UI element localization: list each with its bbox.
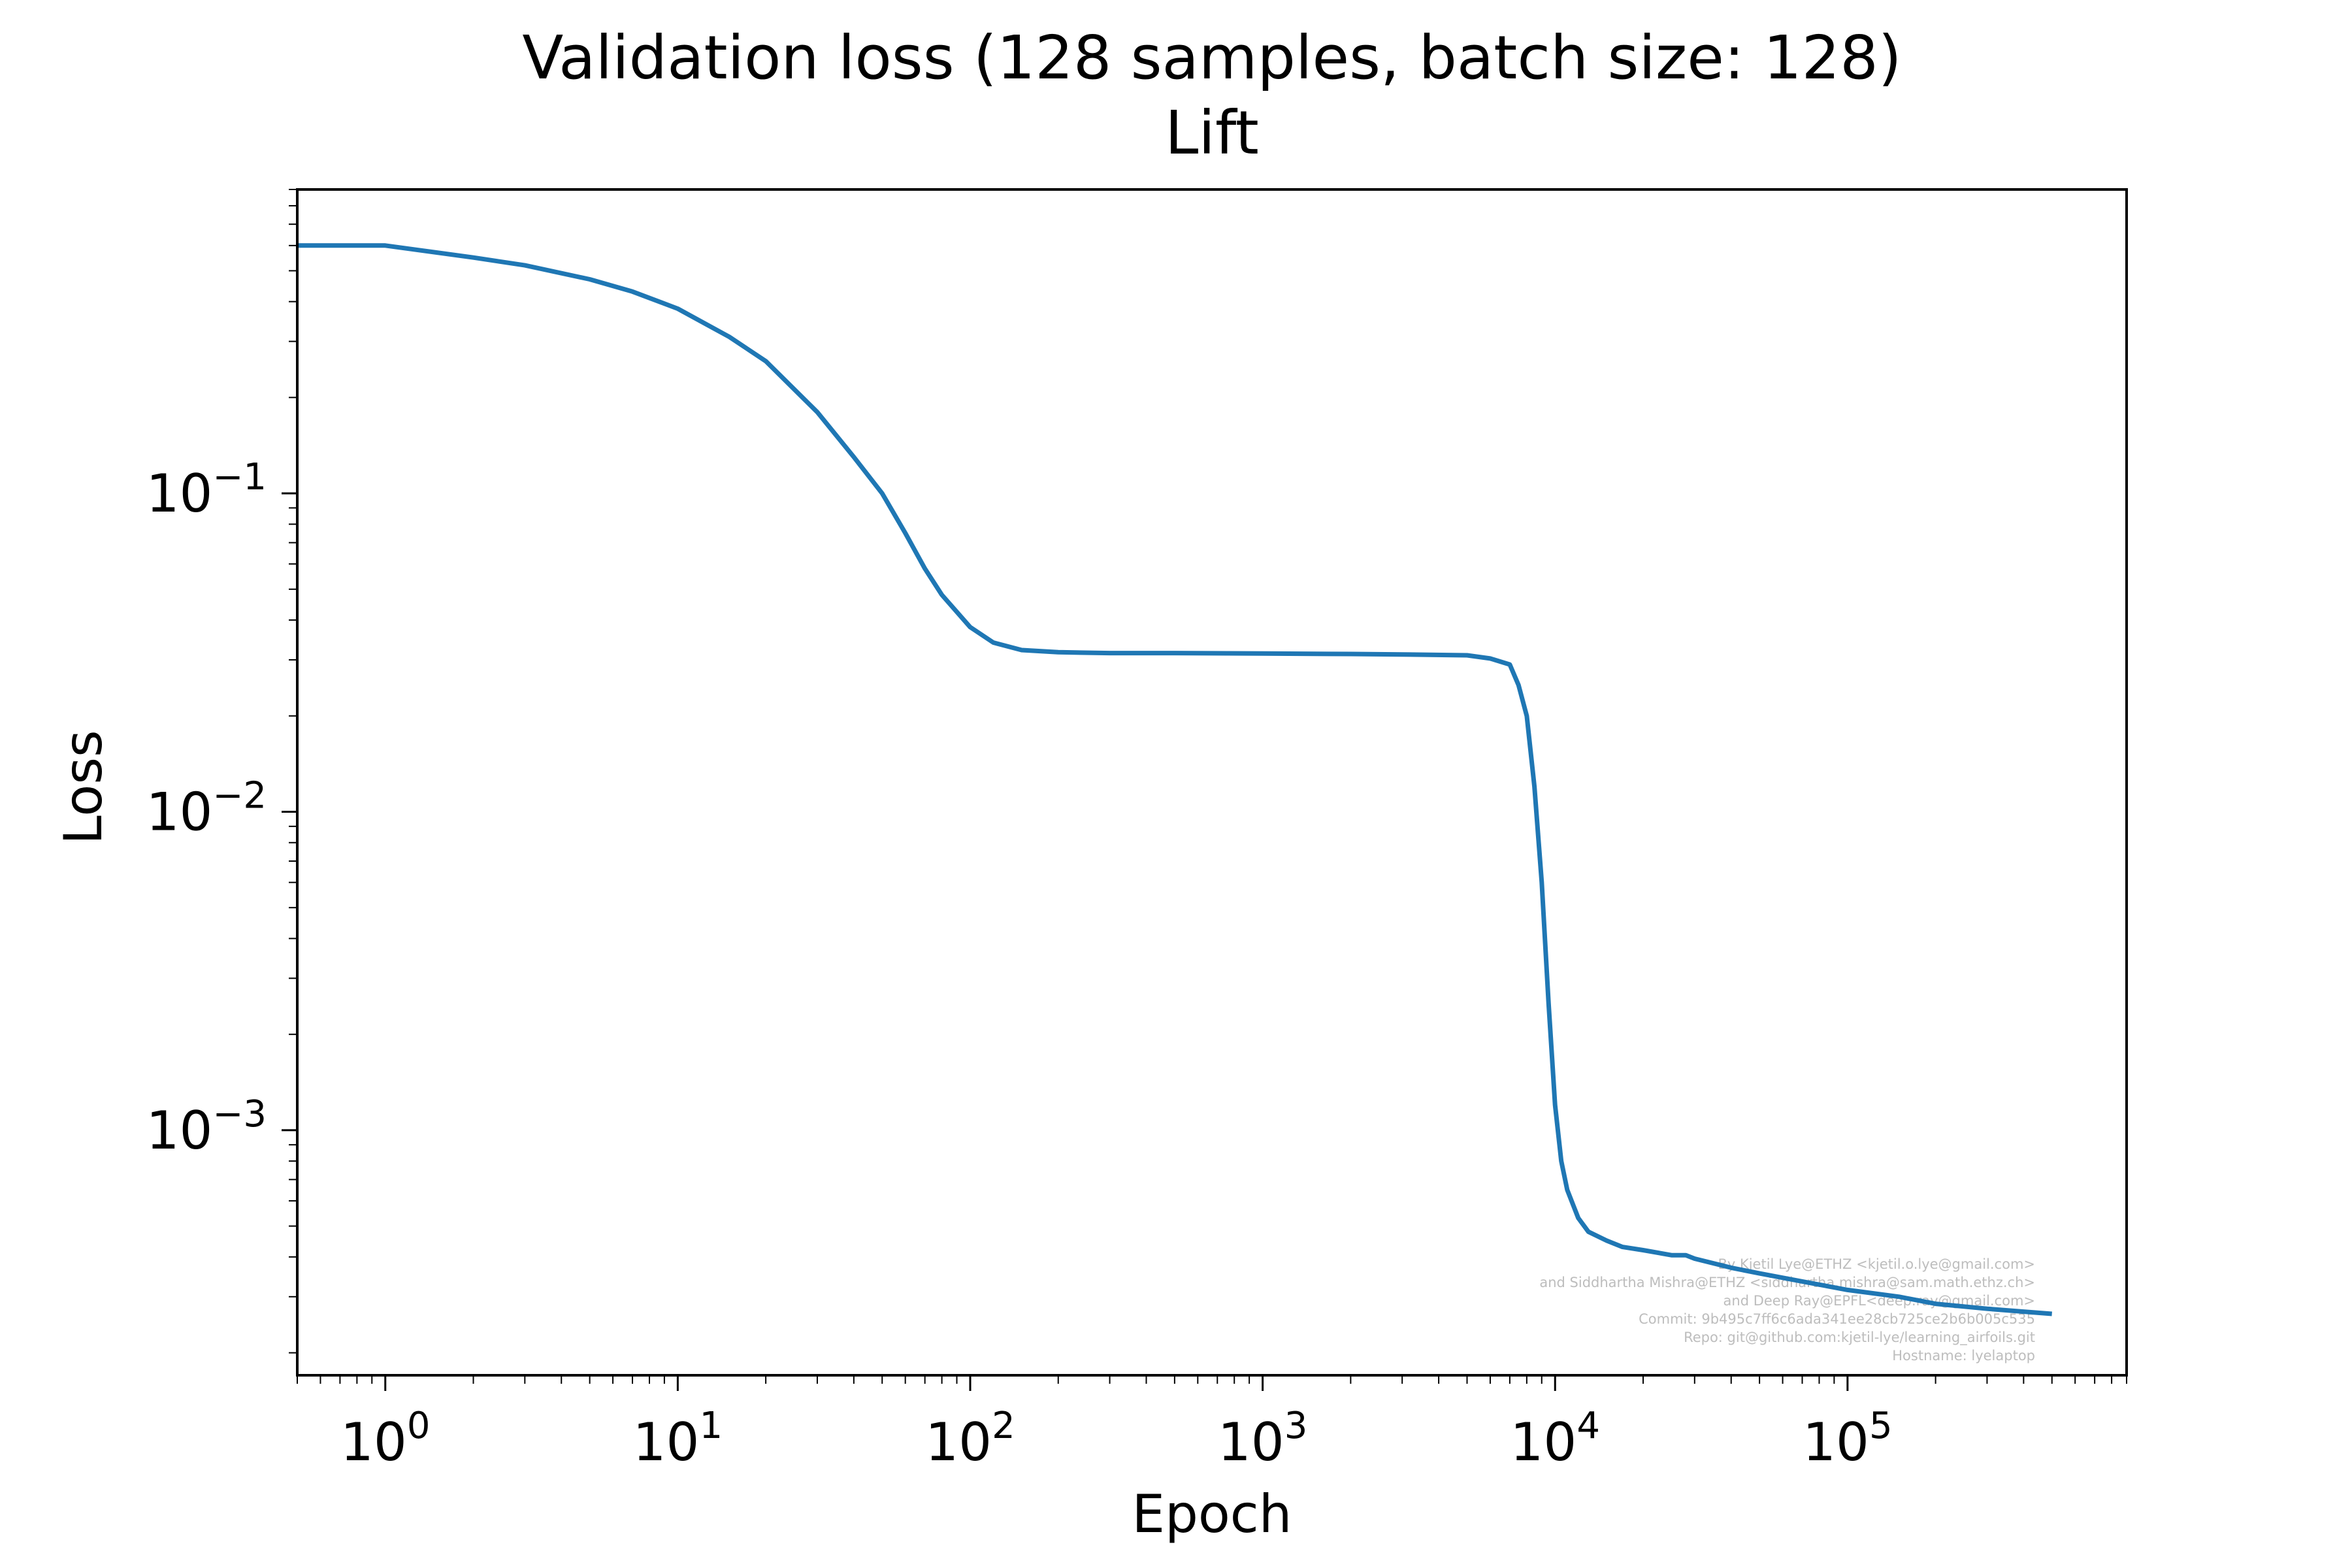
loss-series-line <box>297 243 2052 1316</box>
plot-frame <box>296 188 2128 1377</box>
x-tick-label: 101 <box>633 1405 723 1473</box>
chart-subtitle: Lift <box>1165 98 1259 168</box>
x-axis-label: Epoch <box>1132 1484 1292 1544</box>
plot-area <box>297 243 2052 1316</box>
x-tick-label: 104 <box>1511 1405 1600 1473</box>
credit-line: Commit: 9b495c7ff6c6ada341ee28cb725ce2b6… <box>1639 1311 2035 1327</box>
axis-ticks: 100 101 102 103 104 105 10−1 10−2 10−3 <box>146 189 2127 1473</box>
credit-line: Repo: git@github.com:kjetil-lye/learning… <box>1684 1330 2035 1346</box>
y-tick-label: 10−2 <box>146 775 267 843</box>
x-tick-label: 102 <box>925 1405 1015 1473</box>
y-tick-label: 10−3 <box>146 1093 267 1161</box>
x-tick-label: 105 <box>1803 1405 1892 1473</box>
y-tick-label: 10−1 <box>146 456 267 524</box>
x-tick-label: 100 <box>340 1405 430 1473</box>
y-axis-label: Loss <box>53 730 114 844</box>
chart-title: Validation loss (128 samples, batch size… <box>522 23 1901 93</box>
credit-line: Hostname: lyelaptop <box>1892 1348 2035 1364</box>
credits-block: By Kjetil Lye@ETHZ <kjetil.o.lye@gmail.c… <box>1539 1256 2035 1364</box>
x-tick-label: 103 <box>1218 1405 1307 1473</box>
credit-line: By Kjetil Lye@ETHZ <kjetil.o.lye@gmail.c… <box>1718 1256 2035 1272</box>
